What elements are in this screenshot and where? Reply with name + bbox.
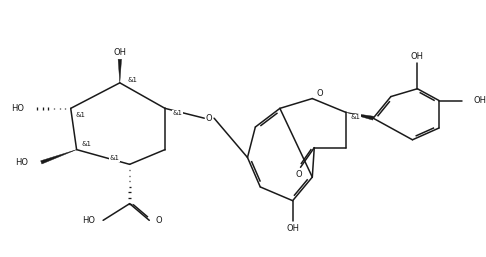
Text: &1: &1 — [128, 77, 138, 83]
Text: OH: OH — [286, 224, 299, 233]
Text: &1: &1 — [76, 112, 86, 118]
Text: &1: &1 — [350, 114, 361, 120]
Text: HO: HO — [16, 158, 29, 167]
Polygon shape — [118, 59, 122, 83]
Text: &1: &1 — [173, 110, 183, 116]
Text: HO: HO — [82, 216, 95, 225]
Text: OH: OH — [411, 52, 424, 61]
Text: OH: OH — [473, 96, 486, 105]
Text: &1: &1 — [82, 141, 91, 147]
Text: O: O — [295, 170, 302, 179]
Text: OH: OH — [113, 48, 126, 57]
Text: O: O — [155, 216, 162, 225]
Text: HO: HO — [12, 104, 25, 113]
Text: O: O — [206, 114, 212, 123]
Text: O: O — [316, 89, 323, 98]
Polygon shape — [41, 150, 77, 164]
Polygon shape — [346, 112, 374, 120]
Text: &1: &1 — [110, 155, 120, 161]
